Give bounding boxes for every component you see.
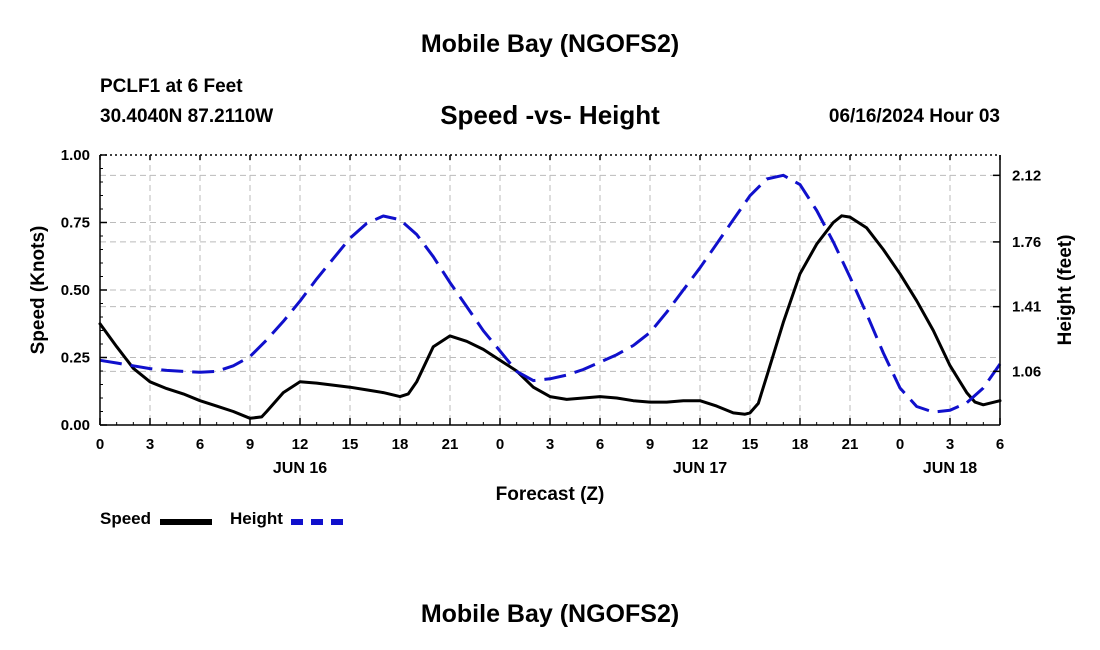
chart-title: Speed -vs- Height xyxy=(440,100,660,130)
y2-tick-label: 1.76 xyxy=(1012,234,1041,251)
y-tick-label: 0.25 xyxy=(61,350,90,367)
legend-speed-label: Speed xyxy=(100,509,152,528)
station-label: PCLF1 at 6 Feet xyxy=(100,76,243,97)
y-tick-label: 0.50 xyxy=(61,282,90,299)
x-tick-label: 18 xyxy=(792,436,809,453)
series-line-height xyxy=(99,173,1002,414)
y-tick-label: 1.00 xyxy=(61,147,90,164)
x-tick-label: 3 xyxy=(946,436,954,453)
x-axis-title: Forecast (Z) xyxy=(496,484,605,505)
page-title: Mobile Bay (NGOFS2) xyxy=(420,30,680,58)
x-tick-label: 9 xyxy=(246,436,254,453)
x-tick-label: 3 xyxy=(146,436,154,453)
x-tick-label: 6 xyxy=(996,436,1004,453)
x-tick-label: 0 xyxy=(896,436,904,453)
x-tick-label: 3 xyxy=(546,436,554,453)
x-tick-label: 15 xyxy=(342,436,359,453)
x-tick-label: 0 xyxy=(96,436,104,453)
x-tick-label: 6 xyxy=(196,436,204,453)
x-tick-label: 9 xyxy=(646,436,654,453)
y-axis-title: Speed (Knots) xyxy=(28,226,49,355)
y-tick-label: 0.75 xyxy=(61,215,90,232)
day-label: JUN 18 xyxy=(923,460,977,477)
y2-tick-label: 2.12 xyxy=(1012,167,1041,184)
y2-tick-label: 1.41 xyxy=(1012,299,1041,316)
series-line-speed xyxy=(98,214,1002,420)
x-tick-label: 21 xyxy=(442,436,459,453)
legend-height-label: Height xyxy=(230,509,283,528)
y2-axis-title: Height (feet) xyxy=(1055,235,1076,346)
page-footer-title: Mobile Bay (NGOFS2) xyxy=(420,600,680,628)
day-label: JUN 16 xyxy=(273,460,327,477)
x-tick-label: 18 xyxy=(392,436,409,453)
forecast-timestamp: 06/16/2024 Hour 03 xyxy=(828,106,1000,127)
y-tick-label: 0.00 xyxy=(61,417,90,434)
station-coordinates: 30.4040N 87.2110W xyxy=(100,106,274,127)
x-tick-label: 15 xyxy=(742,436,759,453)
legend-speed-swatch xyxy=(160,519,212,525)
x-tick-label: 0 xyxy=(496,436,504,453)
day-label: JUN 17 xyxy=(673,460,727,477)
x-tick-label: 21 xyxy=(842,436,859,453)
x-tick-label: 6 xyxy=(596,436,604,453)
x-tick-label: 12 xyxy=(292,436,309,453)
legend-height-swatch xyxy=(291,519,343,525)
x-tick-label: 12 xyxy=(692,436,709,453)
y2-tick-label: 1.06 xyxy=(1012,363,1041,380)
